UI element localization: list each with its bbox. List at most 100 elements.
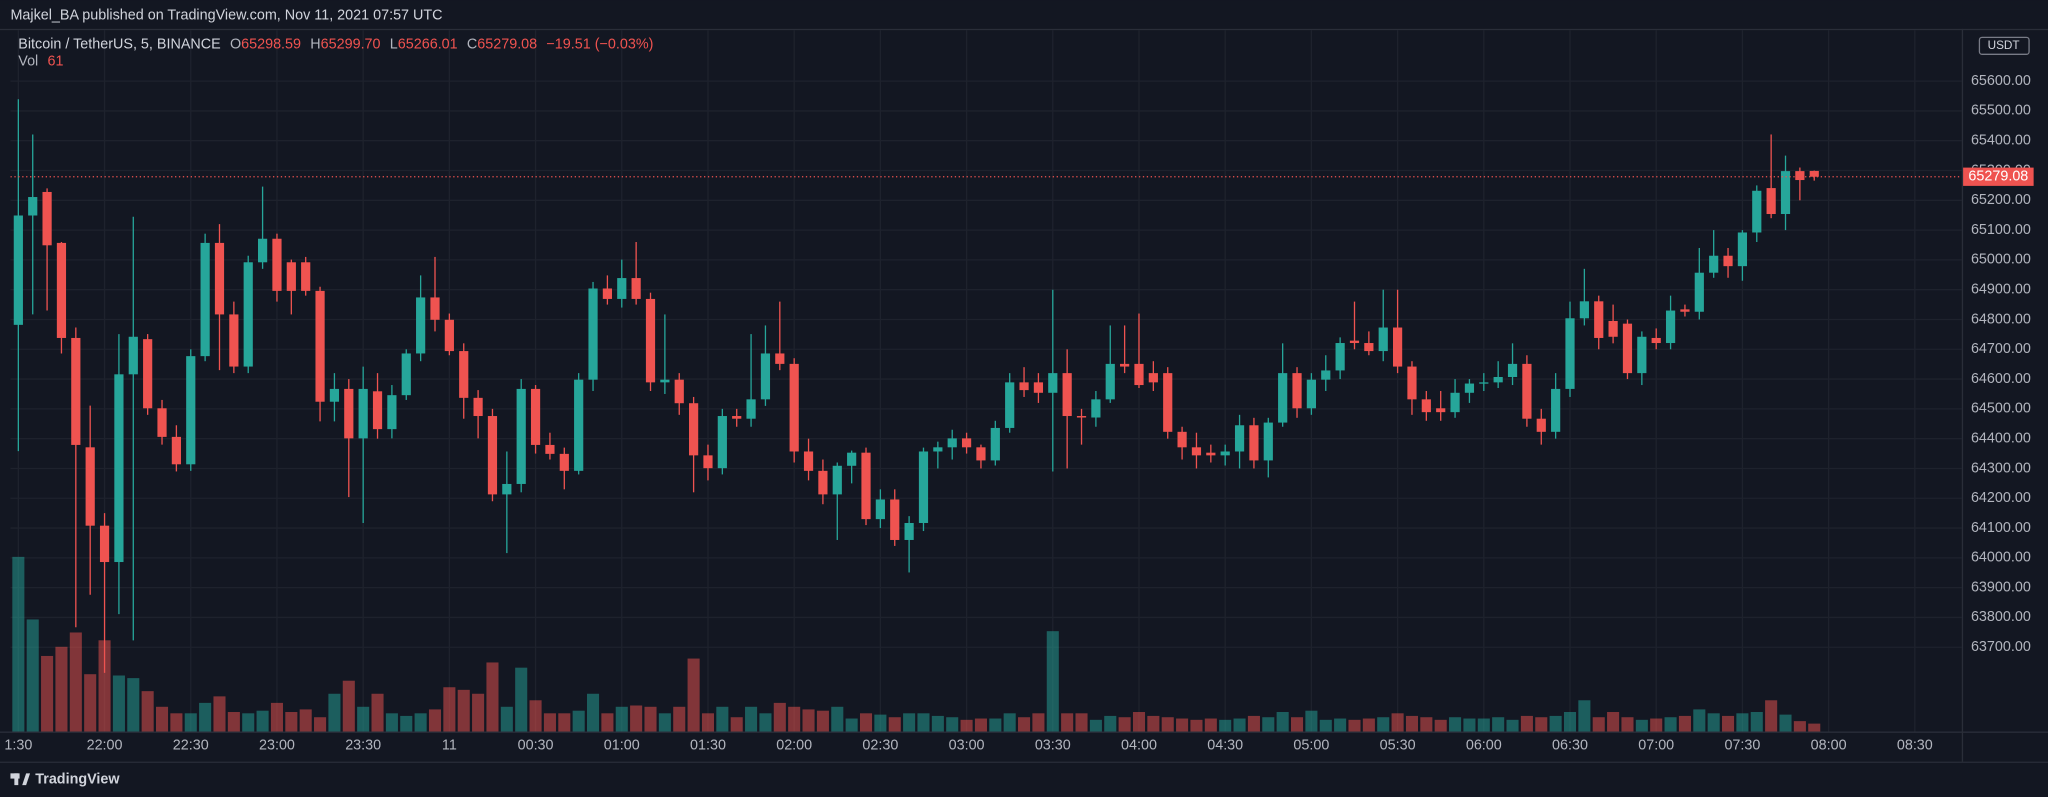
candle-body [1709,255,1719,273]
volume-bar [917,713,930,732]
volume-bar [1334,718,1347,732]
candle-body [1694,272,1704,312]
volume-bar [543,713,556,732]
x-tick-label: 23:00 [259,738,295,754]
x-tick-label: 04:00 [1121,738,1157,754]
candle-body [1464,383,1475,393]
candle-body [1120,363,1130,367]
candle-body [502,483,512,495]
volume-bar [1592,717,1605,732]
volume-bar [314,717,327,732]
volume-bar [1247,715,1260,732]
volume-bar [1075,713,1088,732]
candle-body [416,297,426,354]
candle-body [1105,363,1115,400]
volume-bar [486,662,499,732]
volume-bar [701,713,715,732]
candle-body [1594,301,1604,338]
candle-body [861,452,871,520]
candle-body [1551,388,1561,432]
y-tick-label: 64900.00 [1971,281,2031,297]
volume-bar [974,718,987,732]
candle-body [1048,373,1058,393]
ohlc-value: 65298.59 [241,36,301,52]
volume-bar [658,713,671,732]
currency-box[interactable] [1978,36,2030,55]
candle-body [1249,425,1259,461]
volume-bar [687,658,700,732]
y-tick-label: 64500.00 [1971,401,2031,417]
volume-bar [572,710,585,732]
candle-body [1134,363,1144,386]
volume-bar [515,667,528,732]
volume-bar [1506,719,1519,732]
y-tick-label: 64700.00 [1971,341,2031,357]
volume-bar [673,706,686,732]
candle-body [157,408,167,437]
candle-body [775,353,785,364]
volume-bar [127,678,140,732]
ohlc-label: O [230,36,241,52]
candle-body [257,238,268,263]
candle-body [904,522,914,540]
x-tick-label: 01:00 [604,738,640,754]
x-tick-label: 07:00 [1638,738,1674,754]
volume-bar [601,713,614,732]
volume-bar [1549,715,1562,732]
x-tick-label: 06:00 [1466,738,1502,754]
volume-bar [1003,713,1016,732]
candle-body [1163,373,1173,432]
volume-bar [1219,719,1232,732]
candle-body [890,499,900,540]
y-tick-label: 65000.00 [1971,252,2031,268]
volume-bar [1118,717,1131,732]
candle-body [372,391,383,430]
candle-body [1091,399,1101,418]
volume-bar [1161,717,1174,732]
volume-bar [788,706,801,732]
candle-body [717,416,727,469]
volume-bar [1765,700,1778,732]
volume-bar [1736,713,1749,732]
candle-body [1335,343,1345,371]
volume-bar [1463,718,1476,732]
candle-body [1809,170,1819,177]
candle-body [1148,373,1158,383]
candle-body [1436,408,1446,413]
candle-body [1795,171,1805,181]
volume-bar [1520,715,1533,732]
candle-body [1206,452,1216,456]
volume-bar [1061,713,1074,732]
volume-bar [98,640,111,732]
candle-body [200,242,210,357]
candle-body [789,363,799,452]
volume-bar [1693,709,1706,732]
candle-body [746,399,756,419]
x-tick-label: 23:30 [345,738,381,754]
candle-body [229,314,239,367]
volume-bar [1678,715,1691,732]
volume-value: 61 [47,53,63,69]
volume-bar [1449,717,1462,732]
publisher-line: Majkel_BA published on TradingView.com, … [10,8,442,24]
candle-body [99,525,110,563]
ohlc-label: L [390,36,398,52]
ohlc-label: C [467,36,477,52]
brand-name: TradingView [35,772,120,788]
change-value: −19.51 (−0.03%) [546,36,653,52]
candle-body [918,451,929,523]
candle-body [143,339,153,409]
volume-bar [1405,715,1418,732]
x-tick-label: 03:30 [1035,738,1071,754]
candle-body [243,262,253,367]
candle-body [631,278,641,299]
volume-bar [256,710,269,732]
candle-body [171,436,181,465]
candle-body [1220,451,1230,456]
candle-body [760,353,771,400]
volume-bar [385,713,398,732]
currency-label: USDT [1988,39,2020,52]
volume-bar [831,706,844,732]
candle-body [387,395,397,430]
